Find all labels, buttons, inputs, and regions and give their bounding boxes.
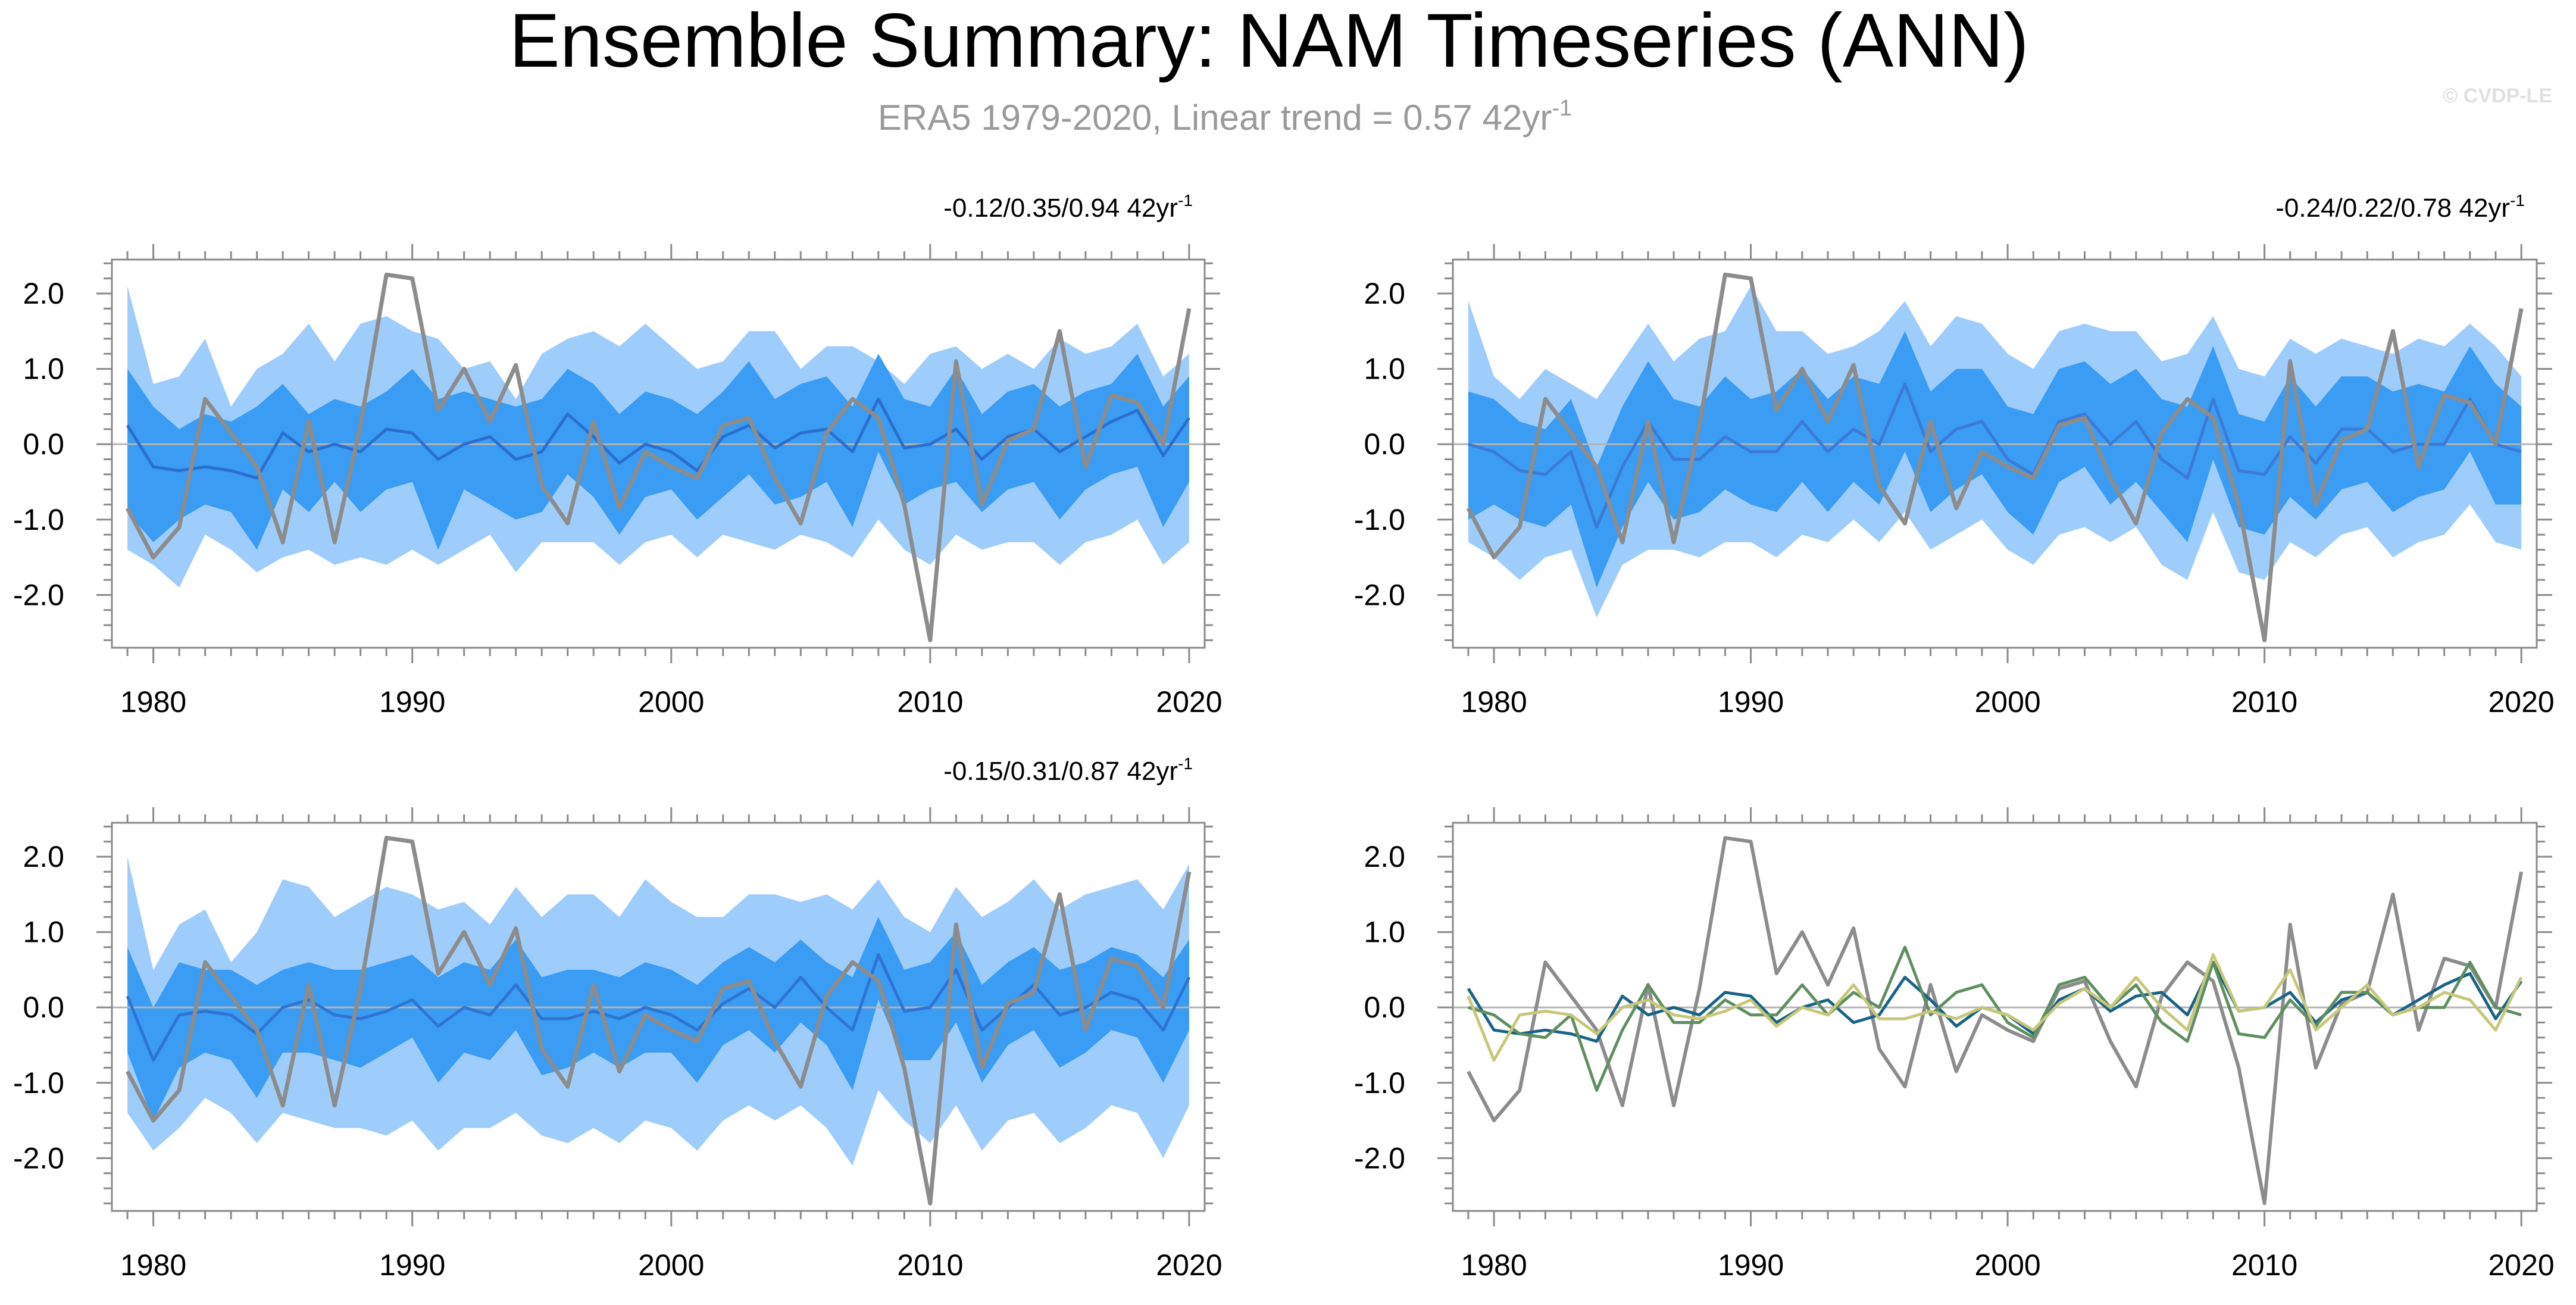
trend-values: -0.12/0.35/0.94 42yr	[943, 193, 1178, 223]
x-tick-label: 2000	[638, 1248, 704, 1282]
trend-label: -0.12/0.35/0.94 42yr-1	[943, 191, 1193, 223]
trend-exponent: -1	[2510, 191, 2525, 210]
panel-ensemble-mean-summary: 1980 1990 2000 2010 2020 2.0 1.0 0.0 -1.0 -2.0	[1354, 807, 2555, 1282]
y-tick-label: 0.0	[23, 427, 64, 461]
y-tick-label: 1.0	[1364, 352, 1405, 386]
y-tick-label: 0.0	[23, 991, 64, 1024]
plot-frame	[111, 822, 1206, 1212]
y-tick-label: 2.0	[1364, 277, 1405, 310]
trend-exponent: -1	[1178, 191, 1193, 210]
y-tick-label: 1.0	[23, 916, 64, 949]
y-tick-label: 0.0	[1364, 991, 1405, 1024]
plot-area	[1453, 272, 2537, 642]
x-tick-label: 2020	[1156, 685, 1222, 719]
trend-values: -0.24/0.22/0.78 42yr	[2275, 193, 2510, 223]
x-tick-label: 2010	[2231, 1248, 2297, 1282]
y-tick-label: -1.0	[13, 503, 64, 536]
y-tick-label: -2.0	[1354, 1141, 1405, 1175]
panel-cesm2-so-mcmip6-pcmip5: -0.24/0.22/0.78 42yr-1 1980 1990 2000 2010 20…	[1354, 191, 2555, 719]
y-tick-label: -1.0	[1354, 503, 1405, 536]
y-tick-label: 2.0	[1364, 840, 1405, 873]
trend-values: -0.15/0.31/0.87 42yr	[943, 757, 1178, 786]
summary-line-member-3	[1467, 953, 2523, 1062]
y-tick-label: -1.0	[1354, 1066, 1405, 1100]
plot-area	[112, 272, 1205, 642]
watermark: © CVDP-LE	[2443, 85, 2552, 107]
y-tick-label: 2.0	[23, 840, 64, 873]
summary-line-member-2	[1468, 945, 2522, 1092]
x-tick-label: 1980	[1461, 1248, 1527, 1282]
main-title: Ensemble Summary: NAM Timeseries (ANN)	[509, 0, 2028, 83]
era5-line	[1466, 272, 2524, 642]
x-tick-label: 1980	[1461, 685, 1527, 719]
x-tick-label: 2020	[1156, 1248, 1222, 1282]
x-tick-label: 1980	[120, 1248, 186, 1282]
plot-frame	[1452, 822, 2538, 1212]
y-tick-label: -2.0	[13, 578, 64, 611]
ensemble-mean-line	[1468, 382, 2522, 529]
x-tick-label: 2010	[897, 685, 963, 719]
panel-cesm2-so-mcmip6-psmbb: -0.15/0.31/0.87 42yr-1 1980 1990 2000 2010 20…	[13, 754, 1223, 1282]
trend-label: -0.15/0.31/0.87 42yr-1	[943, 754, 1193, 786]
x-tick-label: 1990	[379, 685, 445, 719]
x-tick-label: 1980	[120, 685, 186, 719]
subtitle-exponent: -1	[1552, 96, 1572, 121]
y-tick-label: 0.0	[1364, 427, 1405, 461]
subtitle-text: ERA5 1979-2020, Linear trend = 0.57 42yr	[878, 98, 1552, 138]
x-tick-label: 1990	[379, 1248, 445, 1282]
x-tick-label: 2020	[2488, 1248, 2554, 1282]
era5-line	[126, 835, 1192, 1206]
panel-cesm2-so: -0.12/0.35/0.94 42yr-1 1980 1990 2000 2010 20…	[13, 191, 1223, 719]
x-tick-label: 2000	[1974, 1248, 2040, 1282]
x-tick-label: 1990	[1718, 1248, 1784, 1282]
trend-exponent: -1	[1178, 754, 1193, 773]
x-tick-label: 2020	[2488, 685, 2554, 719]
x-tick-label: 2010	[2231, 685, 2297, 719]
y-tick-label: 1.0	[1364, 916, 1405, 949]
subtitle: ERA5 1979-2020, Linear trend = 0.57 42yr…	[878, 96, 1572, 138]
x-tick-label: 2000	[638, 685, 704, 719]
trend-label: -0.24/0.22/0.78 42yr-1	[2275, 191, 2525, 223]
p10-p90-band	[127, 917, 1189, 1121]
p10-p90-band	[127, 354, 1189, 550]
y-tick-label: -2.0	[13, 1141, 64, 1175]
y-tick-label: -2.0	[1354, 578, 1405, 611]
x-tick-label: 2000	[1974, 685, 2040, 719]
plot-frame	[1452, 258, 2538, 649]
y-tick-label: 1.0	[23, 352, 64, 386]
era5-line	[126, 272, 1192, 642]
x-tick-label: 1990	[1718, 685, 1784, 719]
y-tick-label: 2.0	[23, 277, 64, 310]
y-tick-label: -1.0	[13, 1066, 64, 1100]
plot-area	[112, 835, 1205, 1206]
x-tick-label: 2010	[897, 1248, 963, 1282]
plot-area	[1453, 836, 2537, 1206]
plot-frame	[111, 258, 1206, 649]
